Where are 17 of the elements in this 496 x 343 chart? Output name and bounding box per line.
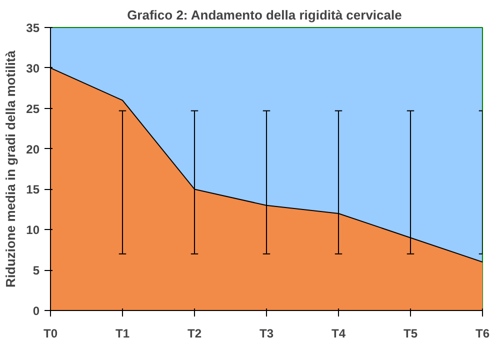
x-tick-label: T0: [44, 326, 58, 340]
x-tick-label: T5: [404, 326, 418, 340]
y-tick-label: 35: [26, 21, 40, 35]
y-tick-label: 0: [32, 304, 40, 318]
chart-title: Grafico 2: Andamento della rigidità cervicale: [127, 8, 402, 22]
x-tick-label: T2: [188, 326, 202, 340]
y-tick-label: 30: [26, 61, 40, 76]
x-tick-label: T1: [116, 326, 130, 340]
y-axis-title: Riduzione media in gradi della motilità: [3, 50, 18, 288]
x-tick-label: T4: [332, 326, 346, 340]
y-tick-label: 10: [26, 223, 40, 238]
x-tick-label: T6: [476, 326, 490, 340]
y-tick-label: 15: [26, 182, 40, 197]
y-tick-label: 25: [26, 102, 40, 116]
x-tick-label: T3: [260, 326, 274, 340]
y-tick-label: 20: [26, 142, 40, 156]
y-tick-label: 5: [32, 264, 40, 278]
